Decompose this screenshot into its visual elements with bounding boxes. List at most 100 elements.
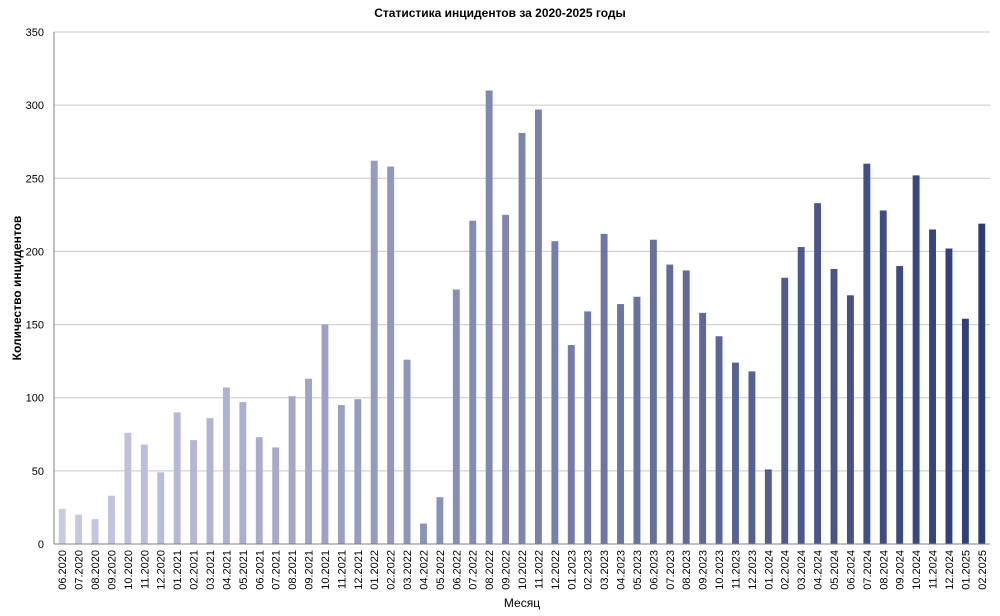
y-tick-label: 350 <box>26 27 44 39</box>
bar <box>617 304 624 544</box>
bar <box>222 387 230 544</box>
x-tick-label: 09.2022 <box>501 550 513 590</box>
bar <box>863 163 871 544</box>
x-tick-label: 10.2022 <box>517 550 529 590</box>
x-tick-label: 03.2023 <box>599 550 611 590</box>
bar <box>912 175 920 545</box>
bar <box>830 268 838 544</box>
y-tick-labels: 0 50 100 150 200 250 300 350 <box>26 27 44 551</box>
bar <box>896 266 904 544</box>
bar <box>699 312 707 544</box>
y-tick-label: 150 <box>26 320 44 332</box>
x-tick-label: 11.2024 <box>928 550 940 589</box>
x-tick-label: 10.2020 <box>123 550 135 590</box>
x-tick-label: 06.2024 <box>845 550 857 590</box>
bar <box>600 233 608 545</box>
bar <box>108 495 115 544</box>
x-tick-label: 10.2021 <box>320 550 332 590</box>
bar <box>58 508 66 544</box>
bar <box>239 402 247 544</box>
y-tick-label: 50 <box>32 466 44 478</box>
y-tick-label: 0 <box>38 539 44 551</box>
x-tick-label: 02.2024 <box>780 550 792 590</box>
x-tick-label: 08.2020 <box>90 550 102 590</box>
bar <box>781 277 789 544</box>
x-axis-label: Месяц <box>504 596 540 610</box>
y-tick-label: 100 <box>26 393 44 405</box>
x-tick-label: 07.2024 <box>862 550 874 590</box>
x-tick-label: 11.2023 <box>730 550 742 589</box>
x-tick-label: 07.2021 <box>271 550 283 590</box>
bar <box>797 247 805 545</box>
x-tick-label: 12.2022 <box>550 550 562 590</box>
bar <box>190 440 198 544</box>
x-tick-label: 12.2020 <box>156 550 168 590</box>
x-tick-label: 04.2021 <box>221 550 233 590</box>
bar <box>157 472 165 544</box>
x-tick-label: 11.2020 <box>139 550 151 589</box>
bar <box>879 210 887 544</box>
x-tick-label: 03.2024 <box>796 550 808 590</box>
x-tick-label: 02.2025 <box>977 550 989 590</box>
bar <box>206 418 214 544</box>
bar <box>748 371 756 544</box>
bar <box>124 432 132 544</box>
x-tick-label: 12.2021 <box>353 550 365 590</box>
bar <box>370 160 378 544</box>
x-tick-label: 11.2022 <box>533 550 545 589</box>
bar <box>649 239 657 544</box>
bar <box>387 166 395 544</box>
x-tick-label: 10.2023 <box>714 550 726 590</box>
bar <box>469 220 477 545</box>
bar <box>945 248 953 544</box>
x-tick-label: 06.2022 <box>451 550 463 590</box>
bars <box>58 90 986 545</box>
bar <box>288 396 296 544</box>
x-tick-label: 11.2021 <box>336 550 348 589</box>
x-tick-label: 08.2022 <box>484 550 496 590</box>
bar <box>764 469 772 544</box>
x-tick-label: 04.2022 <box>418 550 430 590</box>
x-tick-label: 09.2023 <box>698 550 710 590</box>
x-tick-label: 05.2021 <box>238 550 250 590</box>
bar <box>452 289 460 544</box>
x-tick-label: 01.2025 <box>960 550 972 590</box>
bar <box>584 311 592 544</box>
x-tick-label: 09.2024 <box>895 550 907 590</box>
x-tick-label: 12.2024 <box>944 550 956 590</box>
bar <box>403 359 411 544</box>
bar <box>666 264 674 544</box>
x-tick-label: 01.2023 <box>566 550 578 590</box>
x-tick-label: 05.2022 <box>435 550 447 590</box>
y-tick-label: 300 <box>26 100 44 112</box>
bar <box>534 109 542 544</box>
x-tick-label: 12.2023 <box>747 550 759 590</box>
bar <box>272 447 280 544</box>
bar <box>961 318 969 544</box>
y-axis-label: Количество инцидентов <box>10 216 24 361</box>
bar <box>436 497 444 544</box>
x-tick-label: 09.2020 <box>106 550 118 590</box>
bar <box>337 405 345 544</box>
bar <box>929 229 936 544</box>
bar <box>173 412 181 544</box>
x-tick-label: 05.2024 <box>829 550 841 590</box>
bar <box>682 270 690 544</box>
x-tick-label: 04.2024 <box>813 550 825 590</box>
bar <box>846 295 854 544</box>
chart-title: Статистика инцидентов за 2020-2025 годы <box>374 6 626 20</box>
x-tick-label: 01.2024 <box>763 550 775 590</box>
x-tick-label: 06.2023 <box>648 550 660 590</box>
bar <box>75 514 83 544</box>
x-tick-label: 03.2022 <box>402 550 414 590</box>
bar <box>814 203 822 544</box>
bar <box>502 214 510 544</box>
y-tick-label: 200 <box>26 246 44 258</box>
x-tick-label: 10.2024 <box>911 550 923 590</box>
bar <box>633 296 641 544</box>
bar <box>321 324 329 544</box>
x-tick-label: 01.2021 <box>172 550 184 590</box>
bar <box>420 523 427 544</box>
bar <box>567 345 575 544</box>
x-tick-label: 08.2023 <box>681 550 693 590</box>
